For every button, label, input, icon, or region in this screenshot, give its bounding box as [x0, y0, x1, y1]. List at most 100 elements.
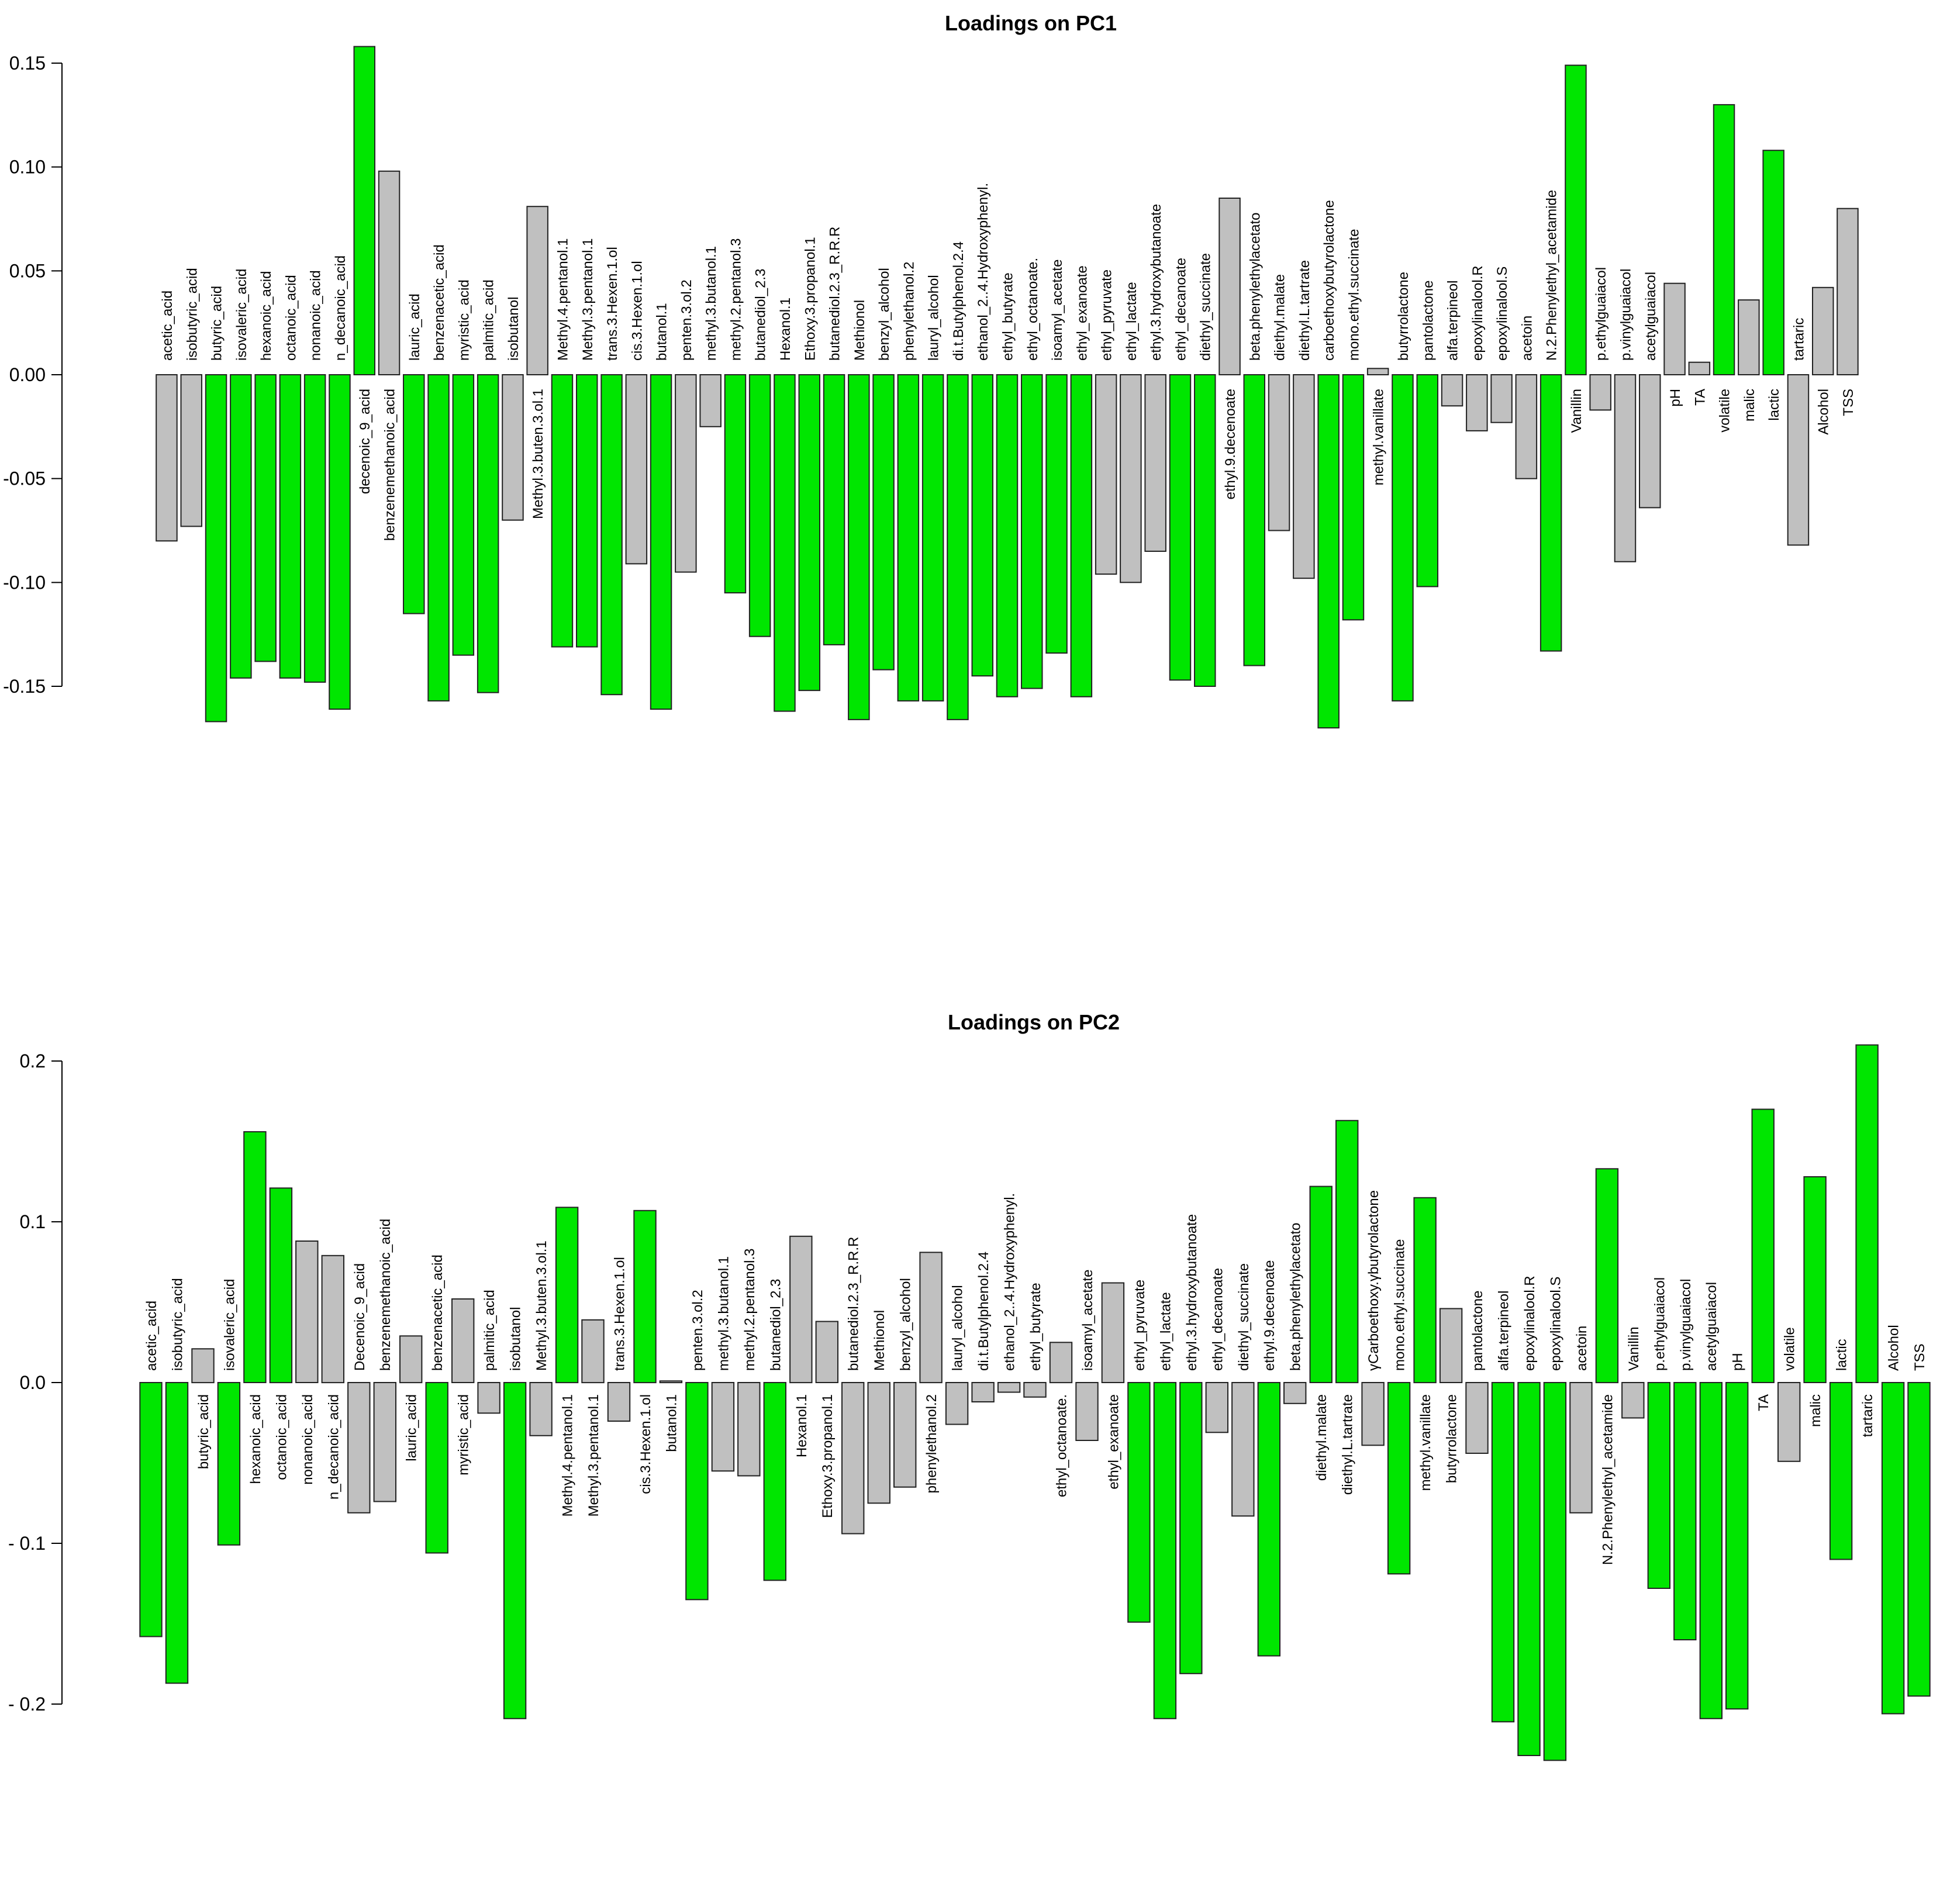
pc1-bar-tartaric: [1787, 374, 1810, 546]
pc1-bar-volatile: [1713, 104, 1735, 375]
pc1-bar-butanediol_2.3: [748, 374, 771, 637]
pc2-y-tick-label: - 0.1: [8, 1533, 46, 1554]
pc1-y-axis: 0.15 0.10 0.05 0.00 -0.05 -0.10 -0.15: [3, 53, 63, 697]
pc1-category-label: Vanillin: [1569, 389, 1585, 433]
pc2-bar-ethyl_decanoate: [1205, 1382, 1229, 1433]
pc1-bar-butanol.1: [650, 374, 672, 710]
pc1-category-label: isovaleric_acid: [234, 269, 250, 361]
pc2-y-axis: 0.2 0.1 0.0 - 0.1 - 0.2: [8, 1051, 63, 1715]
pc2-category-label: epoxylinalool.S: [1548, 1277, 1563, 1371]
pc2-bar-ethyl_lactate: [1153, 1382, 1177, 1719]
pc1-category-label: pantolactone: [1420, 281, 1436, 361]
pc1-category-label: cis.3.Hexen.1.ol: [629, 261, 645, 361]
pc1-category-label: isoamyl_acetate: [1050, 260, 1065, 361]
pc2-category-label: benzenemethanoic_acid: [378, 1219, 393, 1371]
pc1-category-label: benzenemethanoic_acid: [382, 389, 398, 541]
pc1-bar-penten.3.ol.2: [675, 374, 697, 573]
pc1-category-label: ethyl.9.decenoate: [1223, 389, 1238, 499]
pc1-y-tick-label: 0.15: [9, 53, 46, 74]
pc2-category-label: octanoic_acid: [274, 1394, 289, 1480]
pc1-y-tick-label: 0.10: [9, 157, 46, 178]
pc2-category-label: ethanol_2..4.Hydroxyphenyl.: [1002, 1193, 1018, 1371]
pc1-category-label: Ethoxy.3.propanol.1: [802, 237, 818, 361]
pc1-category-label: Methyl.3.buten.3.ol.1: [530, 389, 546, 519]
pc2-bar-p.ethylguaiacol: [1647, 1382, 1671, 1589]
pc1-category-label: hexanoic_acid: [258, 271, 274, 361]
pc2-bar-Hexanol.1: [789, 1235, 813, 1384]
pc2-bar-benzyl_alcohol: [893, 1382, 917, 1488]
pc1-category-label: N.2.Phenylethyl_acetamide: [1544, 190, 1560, 361]
pc1-category-label: diethyl.malate: [1272, 274, 1288, 361]
pc2-category-label: volatile: [1782, 1327, 1798, 1371]
pc1-bar-Hexanol.1: [774, 374, 796, 712]
pc1-category-label: p.vinylguaiacol: [1618, 269, 1634, 361]
pc2-bar-Methyl.4.pentanol.1: [555, 1207, 579, 1384]
pc1-category-label: ethyl_butyrate: [1000, 272, 1016, 361]
pc2-bar-lauric_acid: [399, 1335, 423, 1384]
pc2-category-label: ethyl_decanoate: [1210, 1268, 1226, 1371]
pc1-bar-myristic_acid: [452, 374, 475, 656]
pc2-loadings-chart: Loadings on PC2 0.2 0.1 0.0 - 0.1 - 0.2 acet…: [8, 1010, 1931, 1761]
pc2-bar-benzenacetic_acid: [425, 1382, 448, 1554]
pc2-bar-TA: [1751, 1108, 1775, 1383]
pc1-category-label: malic: [1742, 389, 1758, 421]
pc2-category-label: butanediol_2.3: [768, 1279, 783, 1371]
pc1-bar-N.2.Phenylethyl_acetamide: [1540, 374, 1562, 652]
pc2-category-label: beta.phenylethylacetato: [1288, 1222, 1304, 1371]
pc1-bar-Methyl.4.pentanol.1: [551, 374, 574, 648]
pc2-bar-Methionol: [867, 1382, 890, 1504]
pc2-category-label: diethyl.malate: [1314, 1394, 1330, 1481]
pc2-bar-cis.3.Hexen.1.ol: [633, 1210, 657, 1384]
pc1-category-label: acetylguaiacol: [1643, 272, 1659, 361]
pc1-category-label: octanoic_acid: [283, 275, 299, 361]
pc1-bar-methyl.2.pentanol.3: [724, 374, 747, 594]
pc2-bar-methyl.3.butanol.1: [711, 1382, 735, 1472]
pc1-bar-benzyl_alcohol: [872, 374, 895, 671]
pc1-category-label: ethyl_octanoate.: [1025, 258, 1041, 361]
pc2-bar-alfa.terpineol: [1491, 1382, 1515, 1723]
pc1-bar-ethanol_2..4.Hydroxyphenyl.: [971, 374, 993, 677]
pc1-bar-decenoic_9_acid: [353, 46, 375, 376]
pc2-bar-ethyl.3.hydroxybutanoate: [1179, 1382, 1203, 1674]
pc2-bar-octanoic_acid: [269, 1187, 293, 1384]
pc1-category-label: lauric_acid: [407, 293, 423, 361]
pc1-category-label: pH: [1668, 389, 1683, 407]
pc1-category-label: lauryl_alcohol: [926, 275, 942, 361]
pc2-bar-acetylguaiacol: [1699, 1382, 1723, 1719]
pc2-y-tick-label: - 0.2: [8, 1694, 46, 1715]
pc2-bar-methyl.2.pentanol.3: [737, 1382, 761, 1477]
pc2-category-label: ethyl_octanoate.: [1054, 1394, 1070, 1497]
pc2-y-tick-label: 0.2: [20, 1051, 46, 1072]
pc1-bar-p.vinylguaiacol: [1614, 374, 1637, 562]
pc1-bar-pH: [1663, 282, 1686, 376]
pc2-bar-butanediol.2.3_R.R.R: [841, 1382, 865, 1535]
pc1-category-label: n_decanoic_acid: [333, 255, 348, 361]
pc2-category-label: palmitic_acid: [482, 1290, 498, 1371]
pc2-bar-Decenoic_9_acid: [347, 1382, 371, 1513]
pc2-bar-butanediol_2.3: [763, 1382, 786, 1581]
pc2-category-label: Hexanol.1: [794, 1394, 810, 1457]
pc1-category-label: epoxylinalool.R: [1470, 265, 1486, 361]
pc2-bar-acetoin: [1569, 1382, 1593, 1513]
pc2-bar-volatile: [1777, 1382, 1801, 1462]
pc2-category-label: alfa.terpineol: [1496, 1291, 1512, 1371]
pc2-bar-Alcohol: [1881, 1382, 1905, 1715]
pc1-bar-acetic_acid: [156, 374, 178, 542]
pc2-category-label: diethyl.L.tartrate: [1340, 1394, 1356, 1495]
pc1-bar-pantolactone: [1416, 374, 1438, 588]
pc2-category-label: cis.3.Hexen.1.ol: [638, 1394, 654, 1494]
pc1-bar-cis.3.Hexen.1.ol: [625, 374, 648, 565]
pc1-category-label: volatile: [1717, 389, 1733, 433]
pc1-bar-diethyl.malate: [1268, 374, 1290, 531]
pc1-bar-epoxylinalool.R: [1466, 374, 1488, 431]
pc1-bar-ethyl_pyruvate: [1095, 374, 1117, 575]
pc2-category-label: hexanoic_acid: [248, 1394, 264, 1484]
pc1-category-label: lactic: [1766, 389, 1782, 421]
pc2-category-label: Methyl.3.pentanol.1: [586, 1394, 602, 1516]
pc1-bar-carboethoxybutyrolactone: [1317, 374, 1340, 729]
pc2-bar-Methyl.3.pentanol.1: [581, 1319, 605, 1384]
pc1-bar-diethyl.L.tartrate: [1293, 374, 1315, 579]
pc1-bar-isoamyl_acetate: [1045, 374, 1068, 654]
